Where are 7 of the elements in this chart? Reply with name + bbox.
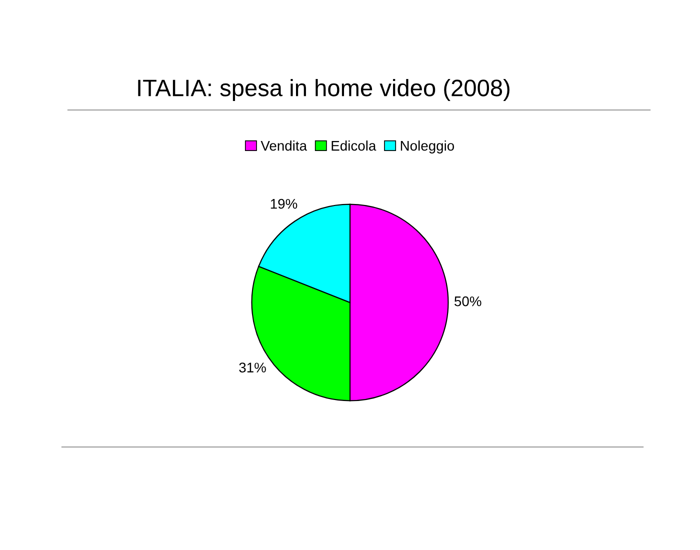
data-label: 50% xyxy=(454,296,482,306)
legend-label: Edicola xyxy=(332,140,376,151)
data-label: 31% xyxy=(239,362,266,372)
legend-label: Vendita xyxy=(260,140,308,151)
chart-title: ITALIA: spesa in home video (2008) xyxy=(138,78,510,102)
legend-label: Noleggio xyxy=(400,140,454,154)
data-label: 19% xyxy=(270,198,298,209)
